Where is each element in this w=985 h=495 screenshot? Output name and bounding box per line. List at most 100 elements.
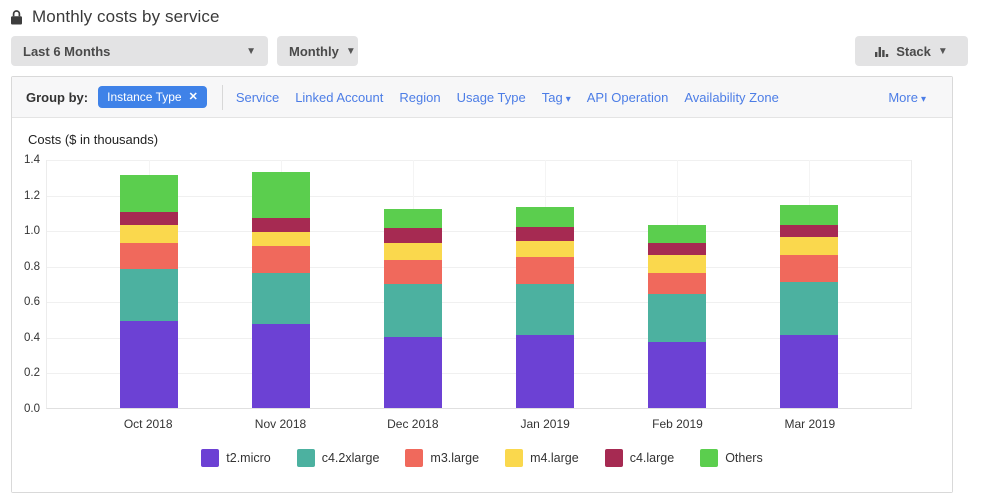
y-tick-label: 0.0: [24, 403, 40, 415]
bar-slot: [347, 160, 479, 408]
bar-segment-c4.large[interactable]: [120, 212, 178, 225]
stacked-bar-mar-2019[interactable]: [780, 205, 838, 408]
group-by-link-usage-type[interactable]: Usage Type: [456, 89, 526, 105]
chart-style-dropdown[interactable]: Stack ▼: [855, 36, 968, 66]
bar-segment-t2.micro[interactable]: [384, 336, 442, 408]
bar-segment-t2.micro[interactable]: [648, 342, 706, 408]
gridline: [47, 160, 911, 161]
y-tick-label: 0.6: [24, 296, 40, 309]
bar-segment-c4.large[interactable]: [516, 226, 574, 241]
chart-title: Costs ($ in thousands): [28, 132, 159, 147]
group-by-label: Group by:: [26, 89, 89, 105]
y-tick-label: 0.2: [24, 367, 40, 380]
bar-segment-Others[interactable]: [120, 175, 178, 213]
bar-segment-m4.large[interactable]: [516, 240, 574, 257]
bar-slot: [215, 160, 347, 408]
bar-segment-c4.large[interactable]: [780, 224, 838, 238]
legend-swatch: [296, 449, 315, 467]
bar-segment-m3.large[interactable]: [780, 255, 838, 282]
y-tick-label: 0.8: [24, 260, 40, 273]
legend-item-Others[interactable]: Others: [700, 449, 763, 467]
group-by-link-region[interactable]: Region: [399, 89, 441, 105]
gridline: [47, 373, 911, 375]
chevron-down-icon: ▼: [246, 45, 256, 57]
group-by-more-dropdown[interactable]: More ▾: [888, 89, 926, 105]
bar-segment-Others[interactable]: [648, 224, 706, 243]
x-tick-label: Mar 2019: [784, 417, 836, 431]
bar-segment-c4.large[interactable]: [384, 228, 442, 243]
stacked-bar-nov-2018[interactable]: [252, 171, 310, 408]
gridline: [47, 231, 911, 233]
bar-segment-m4.large[interactable]: [252, 231, 310, 247]
gridline: [47, 302, 911, 304]
x-tick-label: Jan 2019: [520, 417, 570, 431]
bar-segment-m4.large[interactable]: [120, 224, 178, 243]
legend-item-t2.micro[interactable]: t2.micro: [201, 449, 271, 467]
x-tick-label: Oct 2018: [123, 417, 173, 431]
group-by-chip-instance-type[interactable]: Instance Type ✕: [98, 86, 207, 108]
x-axis-labels: Oct 2018 Nov 2018 Dec 2018 Jan 2019 Feb 2019…: [46, 417, 912, 431]
granularity-dropdown[interactable]: Monthly ▼: [277, 36, 358, 66]
bar-segment-Others[interactable]: [780, 205, 838, 225]
legend-item-c4.large[interactable]: c4.large: [604, 449, 675, 467]
chevron-down-icon: ▼: [937, 45, 948, 57]
bar-segment-c4.2xlarge[interactable]: [384, 283, 442, 337]
legend-label: m3.large: [430, 451, 480, 465]
stacked-bar-jan-2019[interactable]: [516, 207, 574, 408]
bar-segment-c4.2xlarge[interactable]: [252, 272, 310, 325]
stacked-bar-dec-2018[interactable]: [384, 208, 442, 408]
bar-segment-c4.large[interactable]: [252, 217, 310, 232]
bar-segment-c4.2xlarge[interactable]: [648, 294, 706, 343]
bar-segment-Others[interactable]: [252, 171, 310, 218]
group-by-link-api-operation[interactable]: API Operation: [586, 89, 669, 105]
bar-segment-m4.large[interactable]: [780, 237, 838, 256]
bar-slot: [479, 160, 611, 408]
legend-swatch: [700, 449, 719, 467]
legend-item-m4.large[interactable]: m4.large: [505, 449, 579, 467]
date-range-dropdown[interactable]: Last 6 Months ▼: [11, 36, 268, 66]
legend-swatch: [201, 449, 220, 467]
x-tick-label: Nov 2018: [254, 417, 307, 431]
bar-segment-c4.2xlarge[interactable]: [516, 283, 574, 336]
toolbar: Last 6 Months ▼ Monthly ▼ Stack ▼: [0, 36, 985, 66]
stacked-bar-oct-2018[interactable]: [120, 175, 178, 408]
bar-segment-m3.large[interactable]: [120, 242, 178, 270]
legend-label: c4.large: [629, 451, 675, 465]
group-by-link-service[interactable]: Service: [235, 89, 280, 105]
legend-item-c4.2xlarge[interactable]: c4.2xlarge: [296, 449, 380, 467]
group-by-link-availability-zone[interactable]: Availability Zone: [684, 89, 779, 105]
bar-segment-c4.large[interactable]: [648, 242, 706, 256]
chevron-down-icon: ▼: [345, 45, 356, 57]
legend-swatch: [505, 449, 524, 467]
legend-label: Others: [725, 451, 763, 465]
bar-segment-t2.micro[interactable]: [516, 335, 574, 408]
y-tick-label: 0.4: [24, 331, 40, 344]
bar-segment-t2.micro[interactable]: [780, 335, 838, 408]
bar-segment-Others[interactable]: [516, 207, 574, 227]
bar-segment-m4.large[interactable]: [384, 242, 442, 261]
legend-label: c4.2xlarge: [321, 451, 380, 465]
bar-segment-m3.large[interactable]: [252, 246, 310, 273]
bar-segment-c4.2xlarge[interactable]: [780, 281, 838, 336]
bar-segment-t2.micro[interactable]: [120, 320, 178, 408]
page-header: Monthly costs by service: [0, 0, 985, 27]
stacked-bar-feb-2019[interactable]: [648, 224, 706, 408]
legend-item-m3.large[interactable]: m3.large: [405, 449, 479, 467]
bar-segment-m3.large[interactable]: [648, 272, 706, 295]
bar-segment-m3.large[interactable]: [384, 260, 442, 284]
bar-segment-m4.large[interactable]: [648, 255, 706, 273]
bar-segment-m3.large[interactable]: [516, 256, 574, 284]
chevron-down-icon: ▾: [920, 93, 926, 105]
group-by-link-tag[interactable]: Tag ▾: [541, 89, 571, 105]
y-tick-label: 1.2: [24, 189, 40, 202]
bar-segment-c4.2xlarge[interactable]: [120, 269, 178, 321]
lock-icon: [11, 9, 22, 24]
legend-swatch: [405, 449, 424, 467]
group-by-link-linked-account[interactable]: Linked Account: [295, 89, 384, 105]
gridline: [47, 195, 911, 197]
close-icon[interactable]: ✕: [188, 90, 198, 103]
bar-segment-t2.micro[interactable]: [252, 324, 310, 408]
bar-segment-Others[interactable]: [384, 208, 442, 229]
chart-area: Costs ($ in thousands) 0.0 0.2 0.4 0.6 0.8 1.…: [12, 118, 952, 492]
chart-panel: Group by: Instance Type ✕ Service Linked …: [11, 76, 953, 493]
